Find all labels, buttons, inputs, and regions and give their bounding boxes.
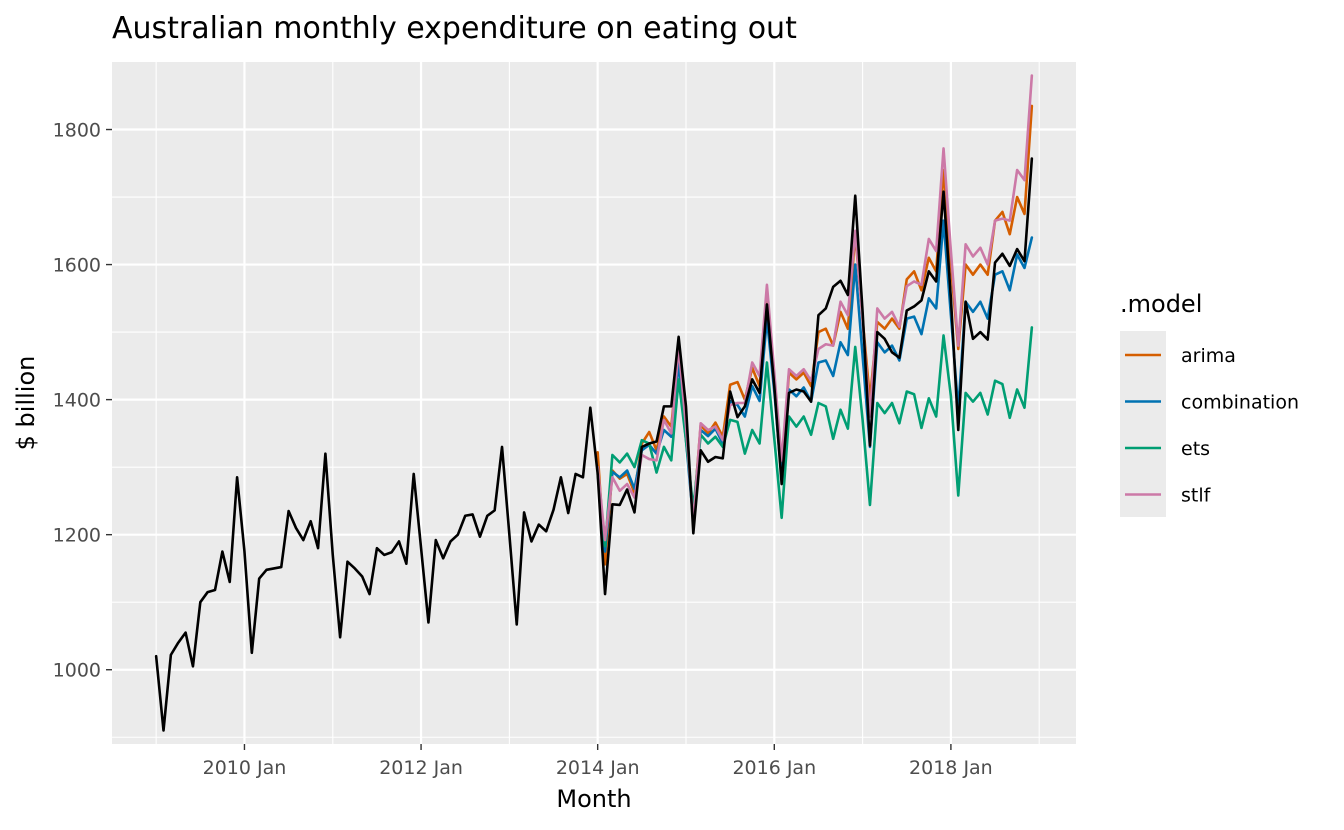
x-tick-label: 2012 Jan: [379, 757, 463, 779]
x-tick-label: 2010 Jan: [203, 757, 287, 779]
series-lines: [154, 74, 1034, 732]
chart-title: Australian monthly expenditure on eating…: [112, 11, 797, 46]
series-line-ets: [596, 326, 1034, 548]
y-axis-title: $ billion: [12, 356, 40, 451]
y-tick-label: 1400: [53, 390, 101, 412]
y-axis-ticks: 1000 1200 1400 1600 1800: [53, 120, 112, 682]
x-tick-label: 2014 Jan: [556, 757, 640, 779]
x-tick-label: 2016 Jan: [732, 757, 816, 779]
legend-label-ets: ets: [1181, 438, 1210, 460]
legend-label-stlf: stlf: [1181, 485, 1212, 507]
y-tick-label: 1000: [53, 660, 101, 682]
x-axis-ticks: 2010 Jan 2012 Jan 2014 Jan 2016 Jan 2018 Jan: [203, 744, 993, 779]
legend-label-combination: combination: [1181, 392, 1299, 414]
x-tick-label: 2018 Jan: [909, 757, 993, 779]
legend: .model arima combination ets stlf: [1120, 290, 1299, 517]
legend-label-arima: arima: [1181, 345, 1236, 367]
minor-gridlines: [112, 62, 1076, 744]
x-axis-title: Month: [556, 785, 631, 813]
legend-title: .model: [1120, 290, 1202, 318]
y-tick-label: 1600: [53, 255, 101, 277]
series-line-actual: [154, 157, 1034, 732]
y-tick-label: 1800: [53, 120, 101, 142]
legend-key-background: [1120, 331, 1166, 517]
y-tick-label: 1200: [53, 525, 101, 547]
